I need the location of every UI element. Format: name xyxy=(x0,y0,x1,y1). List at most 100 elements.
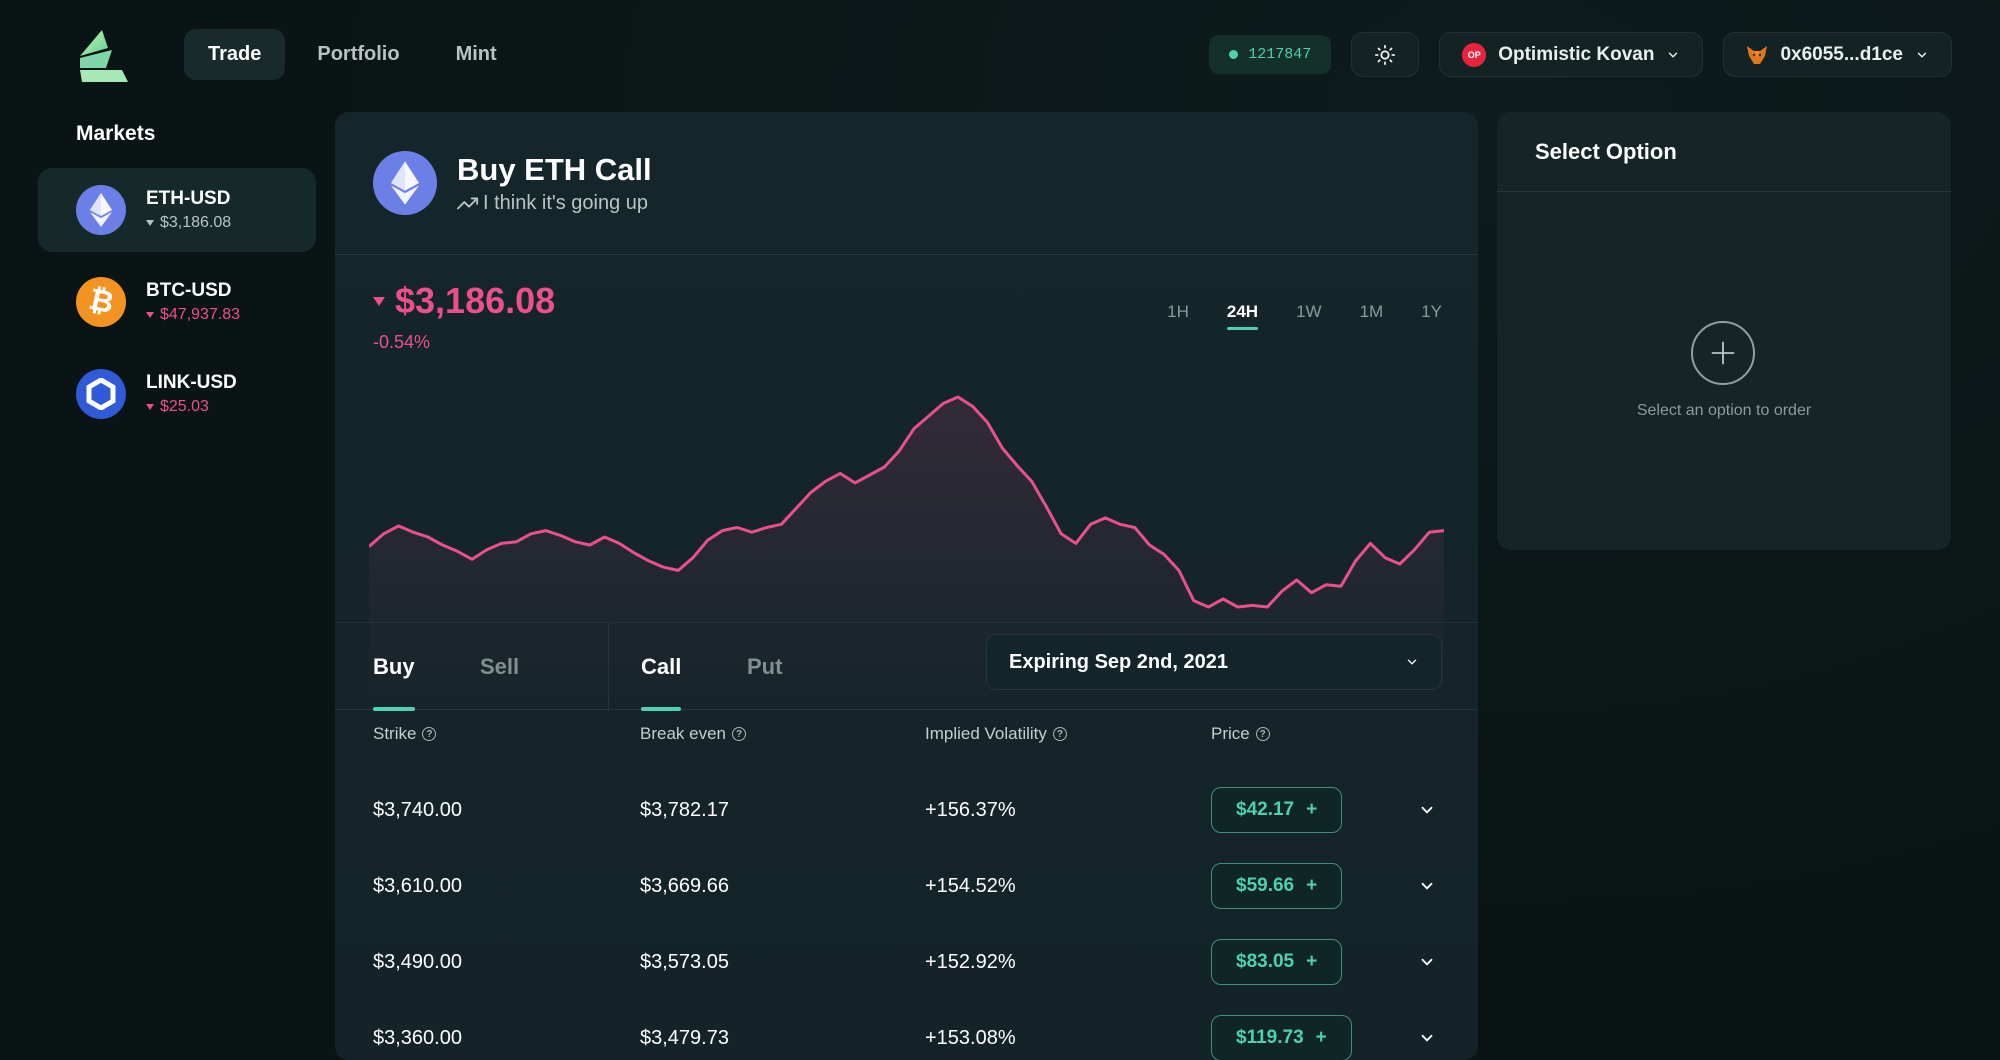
nav-mint[interactable]: Mint xyxy=(455,43,497,65)
range-1w[interactable]: 1W xyxy=(1296,302,1322,321)
logo-icon[interactable] xyxy=(76,28,128,82)
help-icon[interactable]: ? xyxy=(1255,727,1270,741)
chevron-down-icon[interactable] xyxy=(1418,953,1436,971)
plus-icon: + xyxy=(1315,1027,1327,1048)
price-value: $119.73 xyxy=(1236,1027,1304,1048)
optimism-icon: OP xyxy=(1462,42,1487,67)
tab-buy[interactable]: Buy xyxy=(373,623,415,711)
break-even-cell: $3,573.05 xyxy=(640,950,729,973)
iv-cell: +154.52% xyxy=(925,874,1016,897)
fox-icon xyxy=(1746,45,1768,65)
add-option-button[interactable] xyxy=(1691,321,1755,385)
chart-line xyxy=(369,395,1444,609)
column-label: Price xyxy=(1211,724,1250,743)
price-change: -0.54% xyxy=(373,332,431,352)
strike-cell: $3,360.00 xyxy=(373,1026,462,1049)
status-dot-icon xyxy=(1229,50,1239,59)
trending-up-icon xyxy=(457,197,479,210)
plus-icon: + xyxy=(1306,799,1318,820)
iv-cell: +152.92% xyxy=(925,950,1016,973)
tab-divider xyxy=(608,623,609,711)
page-subtitle: I think it's going up xyxy=(457,192,652,215)
tab-call[interactable]: Call xyxy=(641,623,682,711)
current-price-value: $3,186.08 xyxy=(395,280,556,321)
ethereum-icon xyxy=(76,185,126,235)
range-1h[interactable]: 1H xyxy=(1167,302,1189,321)
time-range-tabs: 1H 24H 1W 1M 1Y xyxy=(1167,302,1442,330)
column-header-strike: Strike? xyxy=(373,724,437,744)
iv-cell: +153.08% xyxy=(925,1026,1016,1049)
chevron-down-icon[interactable] xyxy=(1418,877,1436,895)
trade-card: Buy ETH Call I think it's going up $3,18… xyxy=(335,112,1478,1060)
network-selector[interactable]: OP Optimistic Kovan xyxy=(1439,32,1704,77)
price-button[interactable]: $119.73 + xyxy=(1211,1015,1352,1060)
trade-card-header: Buy ETH Call I think it's going up xyxy=(335,112,1478,255)
chevron-down-icon[interactable] xyxy=(1418,801,1436,819)
nav-portfolio[interactable]: Portfolio xyxy=(317,43,400,65)
panel-title: Select Option xyxy=(1497,112,1951,192)
range-1y[interactable]: 1Y xyxy=(1421,302,1442,321)
down-arrow-icon xyxy=(373,296,385,306)
market-name: ETH-USD xyxy=(146,188,231,209)
help-icon[interactable]: ? xyxy=(1052,727,1067,741)
down-arrow-icon xyxy=(146,312,154,318)
price-value: $83.05 xyxy=(1236,951,1295,972)
block-number-pill: 1217847 xyxy=(1209,35,1332,74)
market-name: BTC-USD xyxy=(146,280,232,301)
block-number: 1217847 xyxy=(1248,46,1312,63)
market-price: $25.03 xyxy=(146,398,237,416)
current-price: $3,186.08 xyxy=(373,280,555,322)
main-nav: Trade Portfolio Mint xyxy=(184,29,521,80)
page-title: Buy ETH Call xyxy=(457,151,652,187)
plus-icon xyxy=(1711,341,1735,365)
range-24h[interactable]: 24H xyxy=(1226,302,1259,330)
price-button[interactable]: $42.17 + xyxy=(1211,787,1343,833)
column-label: Implied Volatility xyxy=(925,724,1047,743)
break-even-cell: $3,669.66 xyxy=(640,874,729,897)
order-tabs: Buy Sell Call Put xyxy=(335,622,1478,711)
tab-sell[interactable]: Sell xyxy=(480,654,520,679)
sun-icon xyxy=(1375,44,1396,65)
range-1m[interactable]: 1M xyxy=(1359,302,1384,321)
select-option-panel: Select Option Select an option to order xyxy=(1497,112,1951,550)
strike-cell: $3,740.00 xyxy=(373,798,462,821)
market-item-btc[interactable]: ₿ BTC-USD $47,937.83 xyxy=(38,260,316,344)
chevron-down-icon xyxy=(1669,52,1678,58)
nav-trade[interactable]: Trade xyxy=(184,29,286,80)
column-label: Strike xyxy=(373,724,417,743)
market-name: LINK-USD xyxy=(146,372,237,393)
down-arrow-icon xyxy=(146,404,154,410)
table-row[interactable]: $3,490.00 $3,573.05 +152.92% $83.05 + xyxy=(335,924,1478,1000)
table-row[interactable]: $3,360.00 $3,479.73 +153.08% $119.73 + xyxy=(335,1000,1478,1060)
market-price-value: $47,937.83 xyxy=(160,306,241,323)
price-value: $59.66 xyxy=(1236,875,1295,896)
market-price: $3,186.08 xyxy=(146,214,231,232)
price-button[interactable]: $59.66 + xyxy=(1211,863,1343,909)
market-price-value: $3,186.08 xyxy=(160,214,232,231)
price-summary: $3,186.08 -0.54% xyxy=(373,280,555,353)
wallet-button[interactable]: 0x6055...d1ce xyxy=(1723,32,1952,77)
markets-title: Markets xyxy=(76,122,156,145)
chevron-down-icon xyxy=(1917,52,1927,58)
column-label: Break even xyxy=(640,724,726,743)
chevron-down-icon[interactable] xyxy=(1418,1029,1436,1047)
chevron-down-icon xyxy=(1407,659,1417,665)
table-row[interactable]: $3,740.00 $3,782.17 +156.37% $42.17 + xyxy=(335,772,1478,848)
market-item-eth[interactable]: ETH-USD $3,186.08 xyxy=(38,168,316,252)
column-header-price: Price? xyxy=(1211,724,1270,744)
plus-icon: + xyxy=(1306,951,1318,972)
price-button[interactable]: $83.05 + xyxy=(1211,939,1343,985)
market-item-link[interactable]: LINK-USD $25.03 xyxy=(38,352,316,436)
strike-cell: $3,610.00 xyxy=(373,874,462,897)
expiry-select[interactable]: Expiring Sep 2nd, 2021 xyxy=(986,634,1442,690)
column-header-iv: Implied Volatility? xyxy=(925,724,1067,744)
table-row[interactable]: $3,610.00 $3,669.66 +154.52% $59.66 + xyxy=(335,848,1478,924)
expiry-value: Expiring Sep 2nd, 2021 xyxy=(1009,650,1228,673)
tab-put[interactable]: Put xyxy=(747,654,783,679)
help-icon[interactable]: ? xyxy=(732,727,746,741)
ethereum-icon xyxy=(373,151,437,215)
chainlink-icon xyxy=(76,369,126,419)
header-actions: 1217847 OP Optimistic Kovan 0x6055...d1c… xyxy=(1209,32,1952,77)
help-icon[interactable]: ? xyxy=(422,727,437,741)
theme-toggle-button[interactable] xyxy=(1351,32,1420,77)
